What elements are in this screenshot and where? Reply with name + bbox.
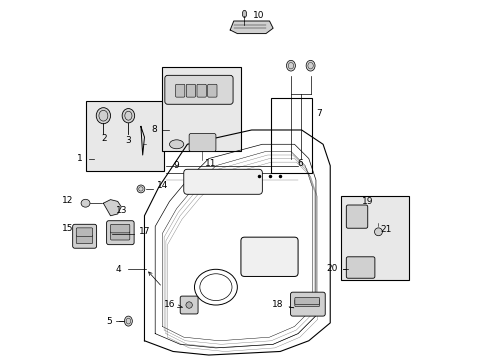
- Text: 14: 14: [157, 181, 168, 190]
- Text: 18: 18: [272, 300, 283, 309]
- Polygon shape: [103, 200, 121, 216]
- Bar: [340, 196, 408, 280]
- Ellipse shape: [124, 316, 132, 326]
- Text: 1: 1: [77, 154, 83, 163]
- FancyBboxPatch shape: [183, 169, 262, 194]
- FancyBboxPatch shape: [346, 257, 374, 278]
- Text: 6: 6: [296, 159, 302, 168]
- Text: 5: 5: [106, 316, 112, 325]
- FancyBboxPatch shape: [175, 84, 184, 97]
- Text: 21: 21: [379, 225, 390, 234]
- Text: 19: 19: [361, 197, 373, 206]
- FancyBboxPatch shape: [180, 296, 198, 314]
- FancyBboxPatch shape: [73, 224, 97, 248]
- FancyBboxPatch shape: [189, 134, 216, 152]
- FancyBboxPatch shape: [106, 221, 134, 245]
- Ellipse shape: [305, 60, 314, 71]
- Ellipse shape: [96, 108, 110, 124]
- FancyBboxPatch shape: [294, 297, 319, 304]
- Text: 20: 20: [325, 264, 337, 273]
- FancyBboxPatch shape: [241, 237, 298, 276]
- Text: 2: 2: [101, 134, 107, 143]
- Polygon shape: [230, 21, 272, 33]
- Text: 4: 4: [115, 265, 121, 274]
- Text: 15: 15: [61, 224, 73, 233]
- FancyBboxPatch shape: [346, 205, 367, 228]
- Text: 7: 7: [316, 109, 322, 118]
- Text: 17: 17: [139, 227, 150, 236]
- FancyBboxPatch shape: [290, 292, 325, 316]
- Ellipse shape: [374, 228, 382, 236]
- Bar: [85, 102, 164, 171]
- FancyBboxPatch shape: [76, 235, 93, 244]
- Ellipse shape: [137, 185, 144, 193]
- Text: 12: 12: [62, 196, 74, 205]
- FancyBboxPatch shape: [186, 84, 195, 97]
- Ellipse shape: [169, 140, 183, 149]
- FancyBboxPatch shape: [294, 300, 319, 306]
- Text: 16: 16: [164, 300, 176, 309]
- Ellipse shape: [185, 302, 192, 308]
- Ellipse shape: [286, 60, 295, 71]
- FancyBboxPatch shape: [76, 228, 93, 237]
- Ellipse shape: [242, 10, 246, 18]
- FancyBboxPatch shape: [164, 75, 233, 104]
- FancyBboxPatch shape: [110, 224, 130, 233]
- Text: 11: 11: [204, 159, 216, 168]
- Text: 8: 8: [151, 126, 157, 135]
- Text: 13: 13: [115, 206, 127, 215]
- Text: 9: 9: [173, 161, 179, 170]
- FancyBboxPatch shape: [207, 84, 217, 97]
- Text: 3: 3: [125, 136, 131, 145]
- Text: 10: 10: [253, 11, 264, 20]
- Bar: [162, 67, 241, 152]
- FancyBboxPatch shape: [110, 231, 130, 240]
- FancyBboxPatch shape: [197, 84, 206, 97]
- Ellipse shape: [122, 109, 134, 123]
- Ellipse shape: [81, 199, 90, 207]
- Bar: [271, 98, 312, 173]
